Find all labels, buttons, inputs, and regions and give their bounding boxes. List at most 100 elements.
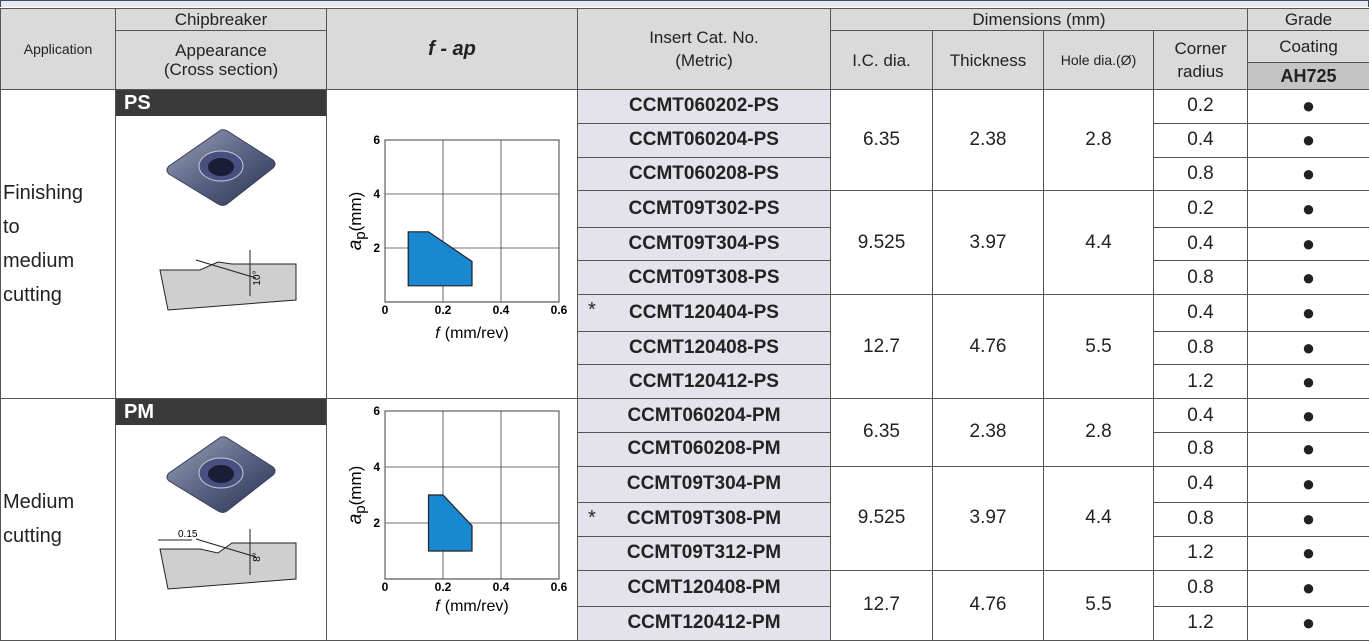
cat-no: CCMT120412-PS	[629, 371, 779, 392]
hole-dia: 4.4	[1044, 466, 1154, 570]
recommended-mark: *	[588, 507, 596, 530]
top-bar	[0, 0, 1369, 7]
grade-mark: ●	[1248, 123, 1369, 157]
ic-dia: 9.525	[831, 466, 933, 570]
insert-image	[161, 433, 281, 517]
header-hole-dia: Hole dia.(Ø)	[1044, 31, 1154, 90]
insert-hole	[208, 158, 234, 176]
application-line: Finishing	[3, 176, 115, 210]
corner-radius: 0.4	[1154, 295, 1248, 331]
cat-no: CCMT09T308-PS	[629, 267, 780, 288]
corner-radius: 0.8	[1154, 432, 1248, 466]
grade-mark: ●	[1248, 191, 1369, 227]
x-tick-label: 0	[381, 303, 388, 317]
cat-no-cell: CCMT120412-PS	[578, 365, 831, 399]
cat-no: CCMT09T308-PM	[627, 508, 781, 529]
chipbreaker-name: PM	[116, 399, 326, 425]
y-label-subscript: p	[352, 506, 369, 514]
application-line: Medium	[3, 485, 115, 519]
hole-dia: 2.8	[1044, 90, 1154, 191]
cross-section-body	[160, 543, 296, 589]
x-tick-label: 0	[381, 580, 388, 594]
corner-radius: 1.2	[1154, 536, 1248, 570]
grade-mark: ●	[1248, 157, 1369, 191]
header-dimensions: Dimensions (mm)	[831, 9, 1248, 31]
plot-frame	[385, 411, 559, 579]
corner-radius: 0.8	[1154, 261, 1248, 295]
cat-no: CCMT060208-PS	[629, 163, 779, 184]
application-line: cutting	[3, 519, 115, 553]
cat-no: CCMT120412-PM	[627, 612, 780, 633]
cat-no: CCMT09T304-PM	[627, 473, 781, 494]
y-label-unit: (mm)	[346, 466, 365, 506]
cat-no: CCMT060208-PM	[627, 438, 780, 459]
cat-no-cell: CCMT060204-PS	[578, 123, 831, 157]
cat-no-cell: CCMT060204-PM	[578, 399, 831, 433]
y-tick-label: 2	[373, 516, 380, 530]
cat-no: CCMT120408-PS	[629, 337, 779, 358]
cat-no: CCMT09T312-PM	[627, 542, 781, 563]
header-grade-name: AH725	[1248, 63, 1369, 90]
x-axis-label: f(mm/rev)	[435, 598, 508, 615]
x-tick-label: 0.4	[492, 303, 509, 317]
angle-label: 8°	[252, 552, 263, 562]
insert-table: Application Chipbreaker f - ap Insert Ca…	[0, 8, 1369, 641]
y-label-subscript: p	[352, 231, 369, 239]
corner-radius: 0.8	[1154, 331, 1248, 365]
corner-radius: 0.4	[1154, 227, 1248, 261]
cat-no-cell: CCMT060208-PM	[578, 432, 831, 466]
header-metric: (Metric)	[578, 51, 830, 70]
header-corner: Corner	[1154, 39, 1247, 58]
hole-dia: 4.4	[1044, 191, 1154, 295]
cat-no-cell: * CCMT09T308-PM	[578, 503, 831, 537]
y-label-unit: (mm)	[346, 192, 365, 232]
y-axis-label: ap(mm)	[345, 192, 369, 251]
corner-radius: 0.4	[1154, 399, 1248, 433]
corner-radius: 0.4	[1154, 123, 1248, 157]
grade-mark: ●	[1248, 466, 1369, 502]
header-f-ap: f - ap	[327, 9, 578, 90]
cat-no-cell: CCMT09T308-PS	[578, 261, 831, 295]
corner-radius: 1.2	[1154, 606, 1248, 640]
header-corner-radius: Corner radius	[1154, 31, 1248, 90]
x-tick-label: 0.6	[550, 303, 567, 317]
header-ic-dia: I.C. dia.	[831, 31, 933, 90]
cat-no-cell: *CCMT120404-PS	[578, 295, 831, 331]
corner-radius: 1.2	[1154, 365, 1248, 399]
thickness: 2.38	[933, 399, 1044, 467]
cat-no: CCMT060204-PS	[629, 129, 779, 150]
y-tick-label: 6	[373, 133, 380, 147]
y-label-symbol: a	[345, 240, 366, 251]
ic-dia: 12.7	[831, 295, 933, 399]
x-tick-label: 0.4	[492, 580, 509, 594]
grade-mark: ●	[1248, 331, 1369, 365]
header-radius: radius	[1154, 62, 1247, 81]
thickness: 3.97	[933, 466, 1044, 570]
grade-mark: ●	[1248, 365, 1369, 399]
angle-label: 10°	[252, 270, 263, 285]
grade-mark: ●	[1248, 90, 1369, 124]
thickness: 4.76	[933, 570, 1044, 640]
x-label-unit: (mm/rev)	[444, 325, 508, 342]
cross-section: 10°	[156, 248, 306, 318]
thickness: 3.97	[933, 191, 1044, 295]
corner-radius: 0.4	[1154, 466, 1248, 502]
hole-dia: 5.5	[1044, 570, 1154, 640]
cat-no: CCMT060204-PM	[627, 405, 780, 426]
cat-no-cell: CCMT120412-PM	[578, 606, 831, 640]
grade-mark: ●	[1248, 432, 1369, 466]
grade-mark: ●	[1248, 295, 1369, 331]
hole-dia: 2.8	[1044, 399, 1154, 467]
grade-mark: ●	[1248, 536, 1369, 570]
cat-no: CCMT060202-PS	[629, 95, 779, 116]
cat-no-cell: CCMT120408-PS	[578, 331, 831, 365]
cat-no-cell: CCMT09T304-PM	[578, 466, 831, 502]
